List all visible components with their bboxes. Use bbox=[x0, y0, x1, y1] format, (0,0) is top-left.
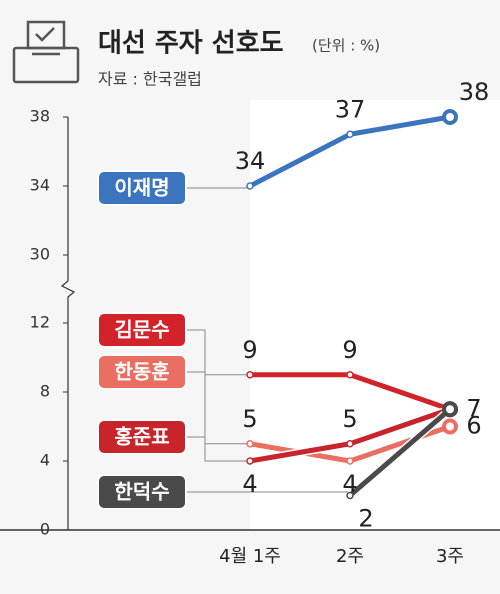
y-tick-label: 34 bbox=[30, 176, 50, 195]
series-line bbox=[348, 407, 452, 498]
x-tick-label: 2주 bbox=[336, 546, 364, 567]
y-tick-label: 4 bbox=[40, 451, 50, 470]
unit: (단위 : %) bbox=[312, 37, 380, 55]
value-label: 6 bbox=[466, 412, 481, 440]
legend-connector bbox=[185, 329, 250, 376]
legend-label: 홍준표 bbox=[114, 425, 169, 449]
x-tick-label: 3주 bbox=[436, 546, 464, 567]
legend-label: 한동훈 bbox=[114, 360, 169, 384]
point bbox=[346, 491, 354, 500]
legend-label: 이재명 bbox=[114, 176, 169, 200]
ballot-icon bbox=[12, 20, 80, 84]
point bbox=[442, 109, 458, 125]
point bbox=[246, 182, 254, 190]
point bbox=[246, 457, 254, 465]
y-tick-label: 30 bbox=[30, 245, 50, 264]
value-label: 34 bbox=[235, 147, 266, 175]
value-label: 5 bbox=[242, 405, 257, 433]
legend-box bbox=[97, 354, 187, 390]
source: 자료 : 한국갤럽 bbox=[98, 70, 202, 89]
value-label: 37 bbox=[335, 95, 366, 123]
value-label: 9 bbox=[342, 336, 357, 364]
value-label: 2 bbox=[358, 505, 373, 533]
value-label: 5 bbox=[342, 405, 357, 433]
legend-box bbox=[97, 419, 187, 455]
point bbox=[246, 371, 254, 379]
legend-connector bbox=[185, 371, 250, 445]
plot-area bbox=[250, 100, 500, 530]
value-label: 38 bbox=[459, 78, 490, 106]
y-axis bbox=[60, 117, 76, 530]
y-tick-label: 12 bbox=[30, 313, 50, 332]
point bbox=[346, 457, 354, 465]
legend-box bbox=[97, 170, 187, 206]
point bbox=[346, 130, 354, 138]
value-label: 7 bbox=[466, 394, 481, 422]
value-label: 4 bbox=[342, 470, 357, 498]
point bbox=[246, 440, 254, 448]
legend-label: 한덕수 bbox=[114, 480, 169, 504]
point bbox=[346, 440, 354, 448]
y-tick-label: 38 bbox=[30, 107, 50, 126]
value-label: 4 bbox=[242, 470, 257, 498]
y-tick-label: 8 bbox=[40, 382, 50, 401]
y-tick-label: 0 bbox=[40, 520, 50, 539]
value-label: 9 bbox=[242, 336, 257, 364]
legend-connector bbox=[185, 436, 250, 462]
legend-box bbox=[97, 312, 187, 348]
point bbox=[442, 418, 458, 435]
legend-label: 김문수 bbox=[114, 318, 169, 342]
x-tick-label: 4월 1주 bbox=[219, 546, 281, 567]
point bbox=[442, 401, 458, 418]
chart-title: 대선 주자 선호도 bbox=[98, 29, 284, 59]
legend-box bbox=[97, 474, 187, 510]
point bbox=[346, 371, 354, 379]
